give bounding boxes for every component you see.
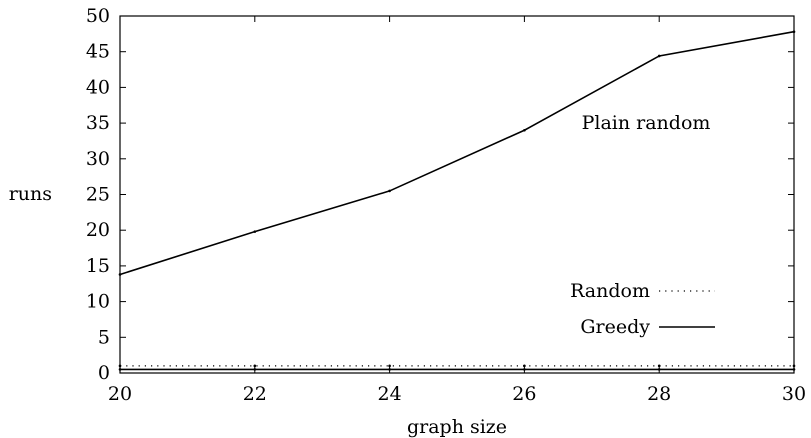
random-point xyxy=(657,364,661,368)
series-2-point xyxy=(118,273,122,276)
random-point xyxy=(253,364,257,368)
series-2-point xyxy=(388,189,391,193)
random-point xyxy=(523,364,526,368)
greedy-point xyxy=(657,368,661,371)
greedy-point xyxy=(388,368,391,371)
greedy-point xyxy=(118,368,122,371)
y-tick-label: 0 xyxy=(98,362,110,384)
legend-label: Random xyxy=(570,280,650,302)
y-tick-label: 50 xyxy=(86,5,110,27)
y-tick-label: 20 xyxy=(86,219,110,241)
x-axis-label: graph size xyxy=(407,416,507,438)
greedy-point xyxy=(792,368,796,371)
x-tick-label: 26 xyxy=(512,383,536,405)
y-tick-label: 40 xyxy=(86,76,110,98)
random-point xyxy=(388,364,391,368)
y-tick-label: 25 xyxy=(86,184,110,206)
plot-annotation: Plain random xyxy=(582,112,711,134)
legend-label: Greedy xyxy=(580,316,650,338)
series-2-point xyxy=(657,54,661,58)
y-tick-label: 45 xyxy=(86,41,110,63)
y-tick-label: 15 xyxy=(86,255,110,277)
series-2-point xyxy=(253,230,257,233)
y-tick-label: 30 xyxy=(86,148,110,170)
series-2-point xyxy=(792,30,796,34)
x-tick-label: 30 xyxy=(782,383,806,405)
y-tick-label: 35 xyxy=(86,112,110,134)
y-tick-label: 10 xyxy=(86,291,110,313)
series-2-point xyxy=(523,128,526,132)
random-point xyxy=(118,364,122,368)
x-tick-label: 20 xyxy=(108,383,132,405)
x-tick-label: 28 xyxy=(647,383,671,405)
y-tick-label: 5 xyxy=(98,326,110,348)
x-tick-label: 22 xyxy=(243,383,267,405)
y-axis-label: runs xyxy=(9,183,52,205)
x-tick-label: 24 xyxy=(378,383,402,405)
plot-frame xyxy=(119,15,795,374)
random-point xyxy=(792,364,796,368)
greedy-point xyxy=(523,368,526,371)
series-line-2 xyxy=(119,30,795,276)
greedy-point xyxy=(253,368,257,371)
